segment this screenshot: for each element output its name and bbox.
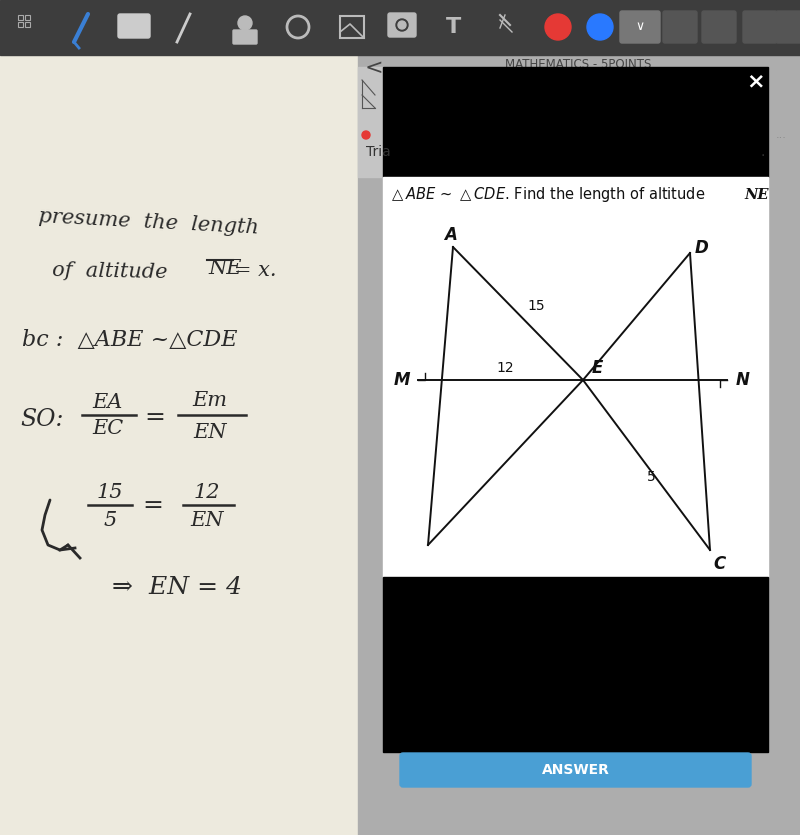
Bar	[0, 55, 358, 835]
Bar	[0, 0, 800, 55]
Bar	[383, 177, 768, 577]
Text: N: N	[736, 371, 750, 389]
Text: $\triangle$$ABE$ ~ $\triangle$$CDE$. Find the length of altitude: $\triangle$$ABE$ ~ $\triangle$$CDE$. Fin…	[389, 185, 711, 205]
FancyBboxPatch shape	[400, 753, 751, 787]
Text: NE: NE	[208, 259, 242, 277]
Text: 5: 5	[647, 470, 656, 484]
Circle shape	[587, 14, 613, 40]
Text: SO:: SO:	[20, 408, 63, 432]
Text: M: M	[394, 371, 410, 389]
Text: presume  the  length: presume the length	[38, 207, 259, 237]
Text: NE: NE	[744, 188, 769, 202]
Circle shape	[398, 21, 406, 29]
Text: EA: EA	[93, 393, 123, 412]
Text: EN: EN	[190, 510, 224, 529]
Circle shape	[362, 131, 370, 139]
Text: EC: EC	[92, 418, 124, 438]
Text: D: D	[695, 239, 709, 257]
FancyBboxPatch shape	[663, 11, 697, 43]
Bar	[383, 577, 768, 752]
Circle shape	[545, 14, 571, 40]
Text: C: C	[714, 555, 726, 573]
Bar	[25, 15, 30, 20]
Bar	[18, 15, 23, 20]
Text: = x.: = x.	[234, 261, 277, 280]
Text: <: <	[365, 58, 384, 78]
Bar	[18, 22, 23, 27]
Text: 15: 15	[97, 483, 123, 502]
Text: .: .	[761, 145, 766, 159]
Text: ⇒  EN = 4: ⇒ EN = 4	[112, 576, 242, 600]
Text: ∨: ∨	[635, 21, 645, 33]
FancyBboxPatch shape	[388, 13, 416, 37]
Bar	[25, 22, 30, 27]
Text: MATHEMATICS - 5POINTS: MATHEMATICS - 5POINTS	[505, 58, 651, 71]
Bar	[383, 67, 768, 177]
FancyBboxPatch shape	[776, 11, 800, 43]
Text: T: T	[446, 17, 461, 37]
Bar	[358, 67, 383, 177]
Text: of  altitude: of altitude	[52, 261, 181, 282]
Text: 15: 15	[527, 298, 545, 312]
Text: EN: EN	[194, 423, 226, 442]
Text: Em: Em	[193, 391, 227, 409]
Bar	[358, 55, 800, 835]
FancyBboxPatch shape	[743, 11, 777, 43]
Text: 12: 12	[497, 361, 514, 375]
Text: E: E	[591, 359, 602, 377]
Text: ...: ...	[776, 130, 787, 140]
Text: ×: ×	[746, 71, 766, 91]
FancyBboxPatch shape	[233, 30, 257, 44]
Text: 12: 12	[194, 483, 220, 502]
Text: =: =	[145, 407, 166, 429]
Text: =: =	[142, 493, 163, 517]
Text: bc :  △ABE ~△CDE: bc : △ABE ~△CDE	[22, 329, 238, 351]
Circle shape	[396, 19, 408, 31]
FancyBboxPatch shape	[702, 11, 736, 43]
Circle shape	[238, 16, 252, 30]
FancyBboxPatch shape	[620, 11, 660, 43]
Text: A: A	[445, 226, 458, 244]
Text: ANSWER: ANSWER	[542, 763, 610, 777]
Text: 5: 5	[103, 510, 117, 529]
Bar	[340, 16, 364, 38]
FancyBboxPatch shape	[118, 14, 150, 38]
Text: Tria: Tria	[366, 145, 390, 159]
